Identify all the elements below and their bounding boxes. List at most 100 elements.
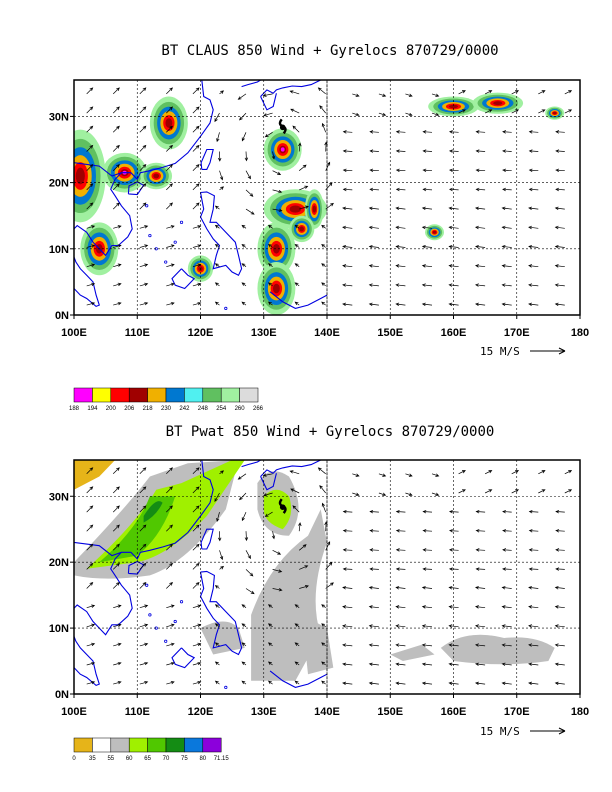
coastline-segment bbox=[260, 473, 277, 491]
precipitable-water-field bbox=[74, 460, 555, 681]
wind-vector bbox=[475, 586, 486, 590]
wind-vector bbox=[321, 623, 326, 628]
wind-vector bbox=[139, 301, 149, 306]
wind-vector bbox=[342, 130, 353, 134]
wind-vector bbox=[112, 87, 120, 95]
colorbar-label: 0 bbox=[72, 756, 76, 762]
wind-vector bbox=[241, 301, 247, 306]
wind-vector bbox=[475, 624, 486, 628]
island bbox=[148, 613, 152, 617]
wind-vector bbox=[528, 149, 539, 153]
wind-vector bbox=[298, 164, 307, 171]
axis-ticks: 100E 110E 120E 130E 140E 150E 160E 170E 180 0N 10N… bbox=[49, 491, 589, 718]
wind-vector bbox=[352, 492, 360, 496]
wind-vector bbox=[299, 185, 309, 191]
colorbar-label: 75 bbox=[181, 756, 188, 762]
colorbar-swatch bbox=[220, 387, 240, 403]
wind-vector bbox=[294, 604, 300, 608]
wind-vector bbox=[554, 283, 565, 287]
wind-vector bbox=[112, 202, 120, 210]
wind-scale-label: 15 M/S bbox=[480, 345, 520, 358]
wind-vector bbox=[448, 605, 459, 609]
convection-blob bbox=[153, 173, 160, 179]
wind-vector bbox=[342, 206, 353, 210]
wind-vector bbox=[475, 264, 486, 268]
wind-vector bbox=[395, 168, 406, 173]
island bbox=[224, 306, 228, 310]
wind-vector bbox=[139, 562, 147, 570]
wind-vector bbox=[113, 623, 122, 628]
wind-vector bbox=[86, 623, 96, 628]
wind-vector bbox=[319, 485, 326, 494]
colorbar-label: 206 bbox=[124, 406, 135, 412]
wind-vector bbox=[342, 567, 353, 571]
wind-vector bbox=[166, 604, 175, 609]
wind-vector bbox=[378, 473, 387, 477]
pwat-gyre-core bbox=[263, 489, 292, 530]
wind-vector bbox=[241, 511, 247, 522]
wind-vector bbox=[239, 112, 247, 121]
wind-vector bbox=[528, 244, 539, 249]
wind-vector bbox=[564, 109, 573, 114]
wind-vector bbox=[241, 680, 247, 685]
wind-vector bbox=[449, 149, 459, 153]
wind-vector bbox=[368, 264, 379, 268]
wind-vector bbox=[528, 168, 539, 173]
wind-vector bbox=[166, 486, 173, 494]
coastlines bbox=[74, 80, 328, 310]
wind-vector bbox=[511, 489, 520, 494]
colorbar-label: 70 bbox=[163, 756, 170, 762]
wind-vector bbox=[554, 662, 565, 666]
island bbox=[164, 639, 168, 643]
wind-vector bbox=[528, 548, 539, 552]
wind-vector bbox=[501, 244, 512, 249]
wind-vector bbox=[139, 225, 149, 229]
coastline-segment bbox=[74, 460, 214, 560]
wind-vector bbox=[86, 642, 96, 647]
wind-vector bbox=[528, 643, 539, 647]
wind-vector bbox=[321, 680, 326, 685]
wind-vector bbox=[166, 125, 173, 133]
longitude-tick-label: 110E bbox=[125, 706, 150, 718]
wind-vector bbox=[352, 93, 360, 97]
wind-vector bbox=[214, 680, 220, 685]
wind-vector bbox=[528, 681, 539, 685]
wind-vector bbox=[113, 301, 122, 306]
wind-vector bbox=[192, 244, 202, 248]
wind-vector bbox=[113, 225, 122, 229]
convection-blob bbox=[289, 205, 302, 213]
wind-vector bbox=[421, 681, 433, 685]
wind-vector bbox=[166, 505, 173, 513]
longitude-tick-label: 130E bbox=[251, 706, 277, 718]
longitude-tick-label: 150E bbox=[377, 706, 403, 718]
wind-vector bbox=[113, 661, 122, 666]
wind-vector bbox=[342, 509, 353, 514]
wind-vector bbox=[272, 549, 282, 555]
wind-vector bbox=[474, 681, 486, 685]
panel-claus: BT CLAUS 850 Wind + Gyrelocs 870729/0000… bbox=[49, 43, 589, 412]
wind-vector bbox=[395, 302, 406, 306]
convection-blob bbox=[165, 118, 173, 128]
wind-vector bbox=[325, 561, 333, 570]
wind-vector bbox=[475, 529, 486, 533]
wind-vector bbox=[422, 567, 433, 571]
wind-vector bbox=[139, 642, 149, 647]
wind-vector bbox=[86, 125, 94, 133]
wind-vector bbox=[448, 302, 459, 306]
colorbar-label: 248 bbox=[198, 406, 209, 412]
wind-vector bbox=[139, 524, 147, 532]
wind-vector bbox=[219, 550, 224, 561]
colorbar-swatch bbox=[165, 387, 185, 403]
wind-vector bbox=[431, 93, 440, 97]
wind-vector bbox=[555, 187, 565, 192]
wind-vector bbox=[342, 187, 353, 192]
island bbox=[173, 240, 177, 244]
wind-vector bbox=[139, 144, 147, 152]
wind-vector bbox=[192, 623, 202, 628]
wind-vector bbox=[448, 662, 459, 666]
wind-vector bbox=[192, 125, 200, 133]
wind-vector bbox=[395, 130, 406, 134]
wind-vector bbox=[475, 548, 486, 552]
wind-vector bbox=[217, 151, 222, 162]
wind-vector bbox=[564, 470, 573, 475]
